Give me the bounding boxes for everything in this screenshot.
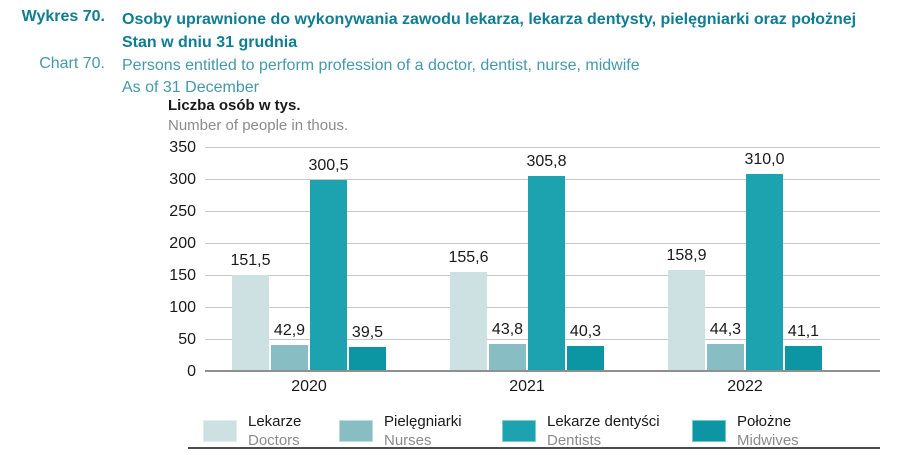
bar-dentists-2020 (310, 179, 347, 372)
chart-title-en-line2: As of 31 December (122, 79, 259, 96)
legend-label-en: Doctors (248, 432, 300, 449)
y-tick-label: 50 (178, 331, 196, 348)
bar-value-label: 305,8 (526, 153, 567, 171)
bar-value-label: 40,3 (569, 323, 602, 341)
y-tick-label: 300 (169, 171, 196, 188)
legend-labels: Pielęgniarki Nurses (384, 412, 462, 450)
category-label-2021: 2021 (509, 378, 545, 395)
bar-doctors-2020 (232, 275, 269, 372)
legend-swatch-dentists (502, 420, 536, 442)
bar-doctors-2022 (668, 270, 705, 372)
chart-title-en-line1: Persons entitled to perform profession o… (122, 57, 640, 74)
y-tick-label: 200 (169, 235, 196, 252)
legend-item-nurses: Pielęgniarki Nurses (339, 412, 462, 450)
y-axis-unit-en: Number of people in thous. (168, 117, 349, 134)
legend-labels: Położne Midwives (737, 412, 799, 450)
bar-value-label: 41,1 (787, 322, 820, 340)
chart-title-pl-line2: Stan w dniu 31 grudnia (122, 34, 298, 51)
bar-nurses-2021 (489, 343, 526, 372)
y-tick-label: 250 (169, 203, 196, 220)
legend-label-en: Dentists (547, 432, 602, 449)
legend-label-pl: Lekarze (248, 413, 302, 430)
bar-dentists-2021 (528, 176, 565, 372)
y-tick-label: 150 (169, 267, 196, 284)
legend-label-pl: Pielęgniarki (384, 413, 462, 430)
legend-item-dentists: Lekarze dentyści Dentists (502, 412, 660, 450)
bar-value-label: 151,5 (230, 252, 271, 270)
bar-nurses-2020 (271, 344, 308, 372)
bar-value-label: 44,3 (709, 320, 742, 338)
y-axis-unit-pl: Liczba osób w tys. (168, 97, 301, 114)
bar-midwives-2021 (567, 346, 604, 372)
chart-number-pl: Wykres 70. (21, 8, 105, 25)
y-tick-label: 350 (169, 139, 196, 156)
bar-doctors-2021 (450, 272, 487, 372)
plot-area: 151,5 42,9 300,5 39,5 155,6 43,8 305,8 40,3 158,… (205, 147, 880, 372)
bar-value-label: 158,9 (666, 247, 707, 265)
bar-value-label: 42,9 (273, 321, 306, 339)
bar-value-label: 310,0 (744, 150, 785, 168)
legend-item-midwives: Położne Midwives (692, 412, 799, 450)
legend-label-pl: Położne (737, 413, 792, 430)
legend-labels: Lekarze dentyści Dentists (547, 412, 660, 450)
legend-labels: Lekarze Doctors (248, 412, 301, 450)
legend-swatch-nurses (339, 420, 373, 442)
y-tick-label: 100 (169, 299, 196, 316)
category-label-2020: 2020 (291, 378, 327, 395)
footer-rule (188, 447, 880, 449)
legend-label-en: Nurses (384, 432, 432, 449)
y-tick-label: 0 (187, 363, 196, 380)
category-label-2022: 2022 (727, 378, 763, 395)
x-axis-baseline (205, 370, 880, 372)
y-axis-unit: Liczba osób w tys. Number of people in t… (168, 96, 348, 136)
gridline (205, 147, 880, 148)
chart-title-pl: Osoby uprawnione do wykonywania zawodu l… (122, 8, 897, 54)
chart-title-pl-line1: Osoby uprawnione do wykonywania zawodu l… (122, 11, 857, 28)
bar-nurses-2022 (707, 343, 744, 372)
chart-number-en: Chart 70. (39, 55, 105, 72)
legend-item-doctors: Lekarze Doctors (203, 412, 301, 450)
bar-midwives-2020 (349, 346, 386, 372)
bar-midwives-2022 (785, 345, 822, 372)
bar-value-label: 155,6 (448, 249, 489, 267)
legend-swatch-doctors (203, 420, 237, 442)
legend-label-en: Midwives (737, 432, 799, 449)
bar-value-label: 43,8 (491, 320, 524, 338)
legend-swatch-midwives (692, 420, 726, 442)
bar-value-label: 300,5 (308, 156, 349, 174)
legend-label-pl: Lekarze dentyści (547, 413, 660, 430)
bar-dentists-2022 (746, 173, 783, 372)
chart-title-en: Persons entitled to perform profession o… (122, 55, 897, 99)
bar-value-label: 39,5 (351, 323, 384, 341)
